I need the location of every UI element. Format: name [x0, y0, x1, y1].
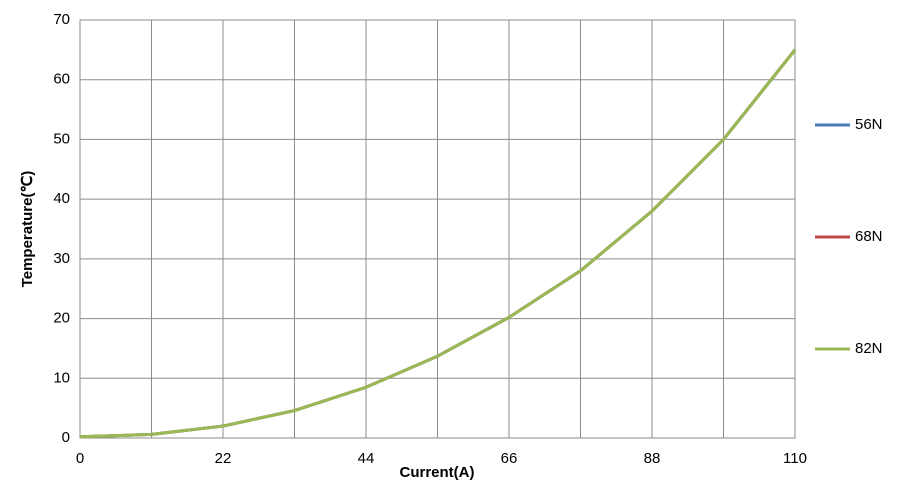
y-tick-label: 70 [53, 11, 70, 28]
x-axis-title: Current(A) [400, 464, 475, 481]
y-tick-label: 0 [62, 429, 70, 446]
x-tick-label: 44 [358, 450, 375, 467]
x-tick-label: 110 [783, 450, 807, 467]
x-tick-label: 0 [76, 450, 84, 467]
y-axis-title: Temperature(℃) [19, 171, 36, 288]
y-tick-label: 50 [53, 130, 70, 147]
legend-label: 82N [855, 340, 883, 357]
legend-label: 68N [855, 228, 883, 245]
y-tick-label: 30 [53, 250, 70, 267]
y-tick-label: 60 [53, 71, 70, 88]
y-tick-label: 10 [53, 369, 70, 386]
x-tick-label: 88 [644, 450, 661, 467]
legend-label: 56N [855, 116, 883, 133]
series-line [79, 48, 797, 439]
y-tick-label: 40 [53, 190, 70, 207]
y-tick-label: 20 [53, 310, 70, 327]
x-tick-label: 66 [501, 450, 518, 467]
x-tick-label: 22 [215, 450, 232, 467]
plot-border [79, 19, 796, 439]
